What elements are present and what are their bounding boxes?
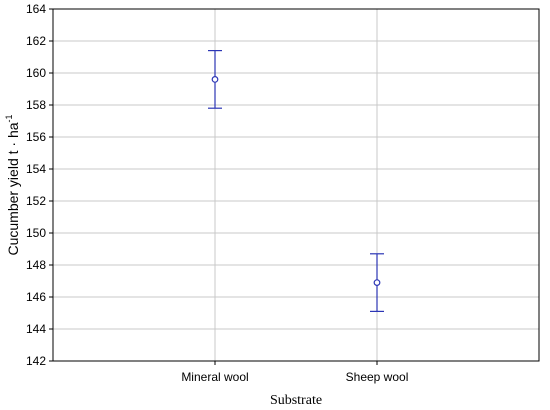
mean-point — [211, 75, 219, 83]
x-axis-title: Substrate — [270, 393, 322, 408]
y-axis-title-main: Cucumber yield t · ha — [5, 122, 21, 255]
plot-frame — [52, 8, 540, 362]
error-bars — [208, 49, 384, 312]
y-axis-title-superscript: -1 — [4, 114, 14, 122]
y-axis-title: Cucumber yield t · ha-1 — [4, 114, 21, 255]
y-tick-label: 144 — [26, 322, 46, 336]
y-tick-label: 162 — [26, 34, 46, 48]
y-tick-label: 160 — [26, 66, 46, 80]
y-tick-label: 164 — [26, 2, 46, 16]
y-tick-label: 148 — [26, 258, 46, 272]
y-tick-label: 152 — [26, 194, 46, 208]
y-tick-label: 150 — [26, 226, 46, 240]
y-tick-label: 146 — [26, 290, 46, 304]
x-axis: Mineral wool Sheep wool — [181, 361, 408, 384]
y-axis: 142 144 146 148 150 152 154 156 158 160 162 164 — [26, 2, 53, 368]
y-tick-label: 158 — [26, 98, 46, 112]
y-tick-label: 154 — [26, 162, 46, 176]
x-tick-label: Mineral wool — [181, 370, 248, 384]
x-tick-label: Sheep wool — [346, 370, 409, 384]
plot-area — [53, 9, 539, 361]
y-tick-label: 156 — [26, 130, 46, 144]
y-tick-label: 142 — [26, 354, 46, 368]
mean-point — [373, 279, 381, 287]
